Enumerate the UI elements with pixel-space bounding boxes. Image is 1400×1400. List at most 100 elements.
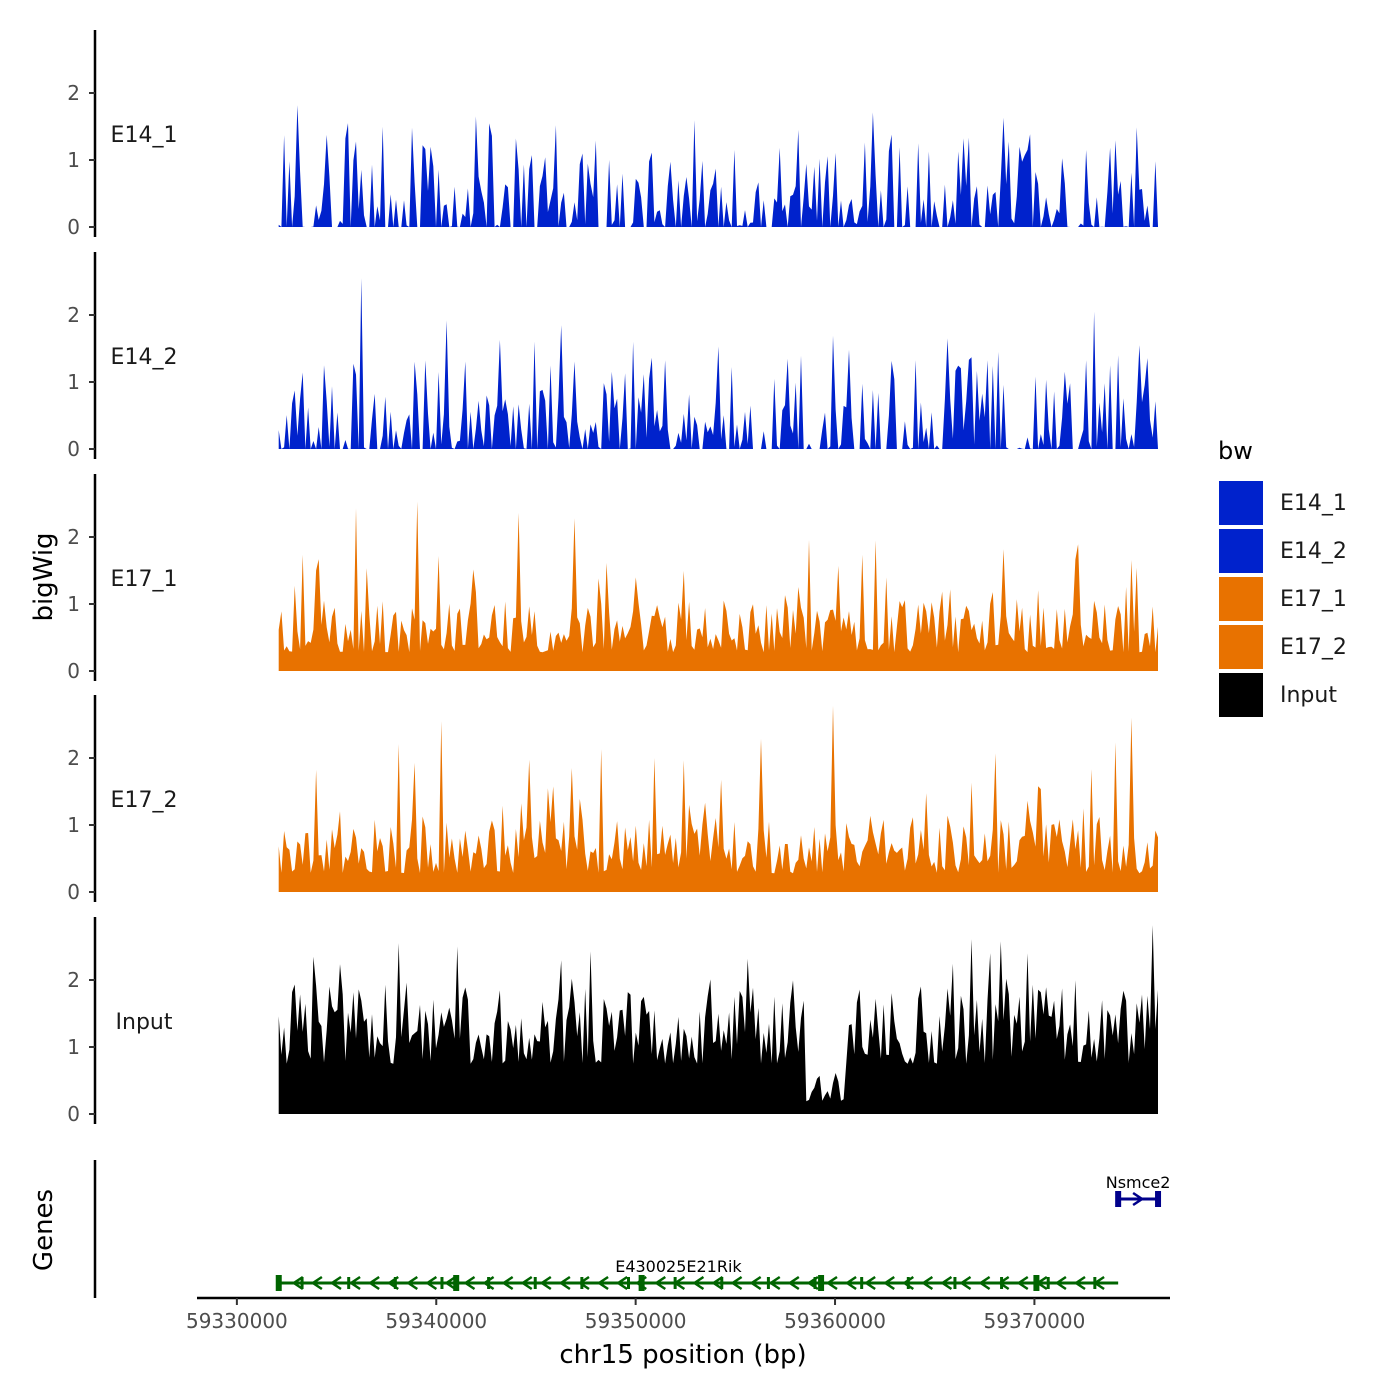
y-tick-label: 1 xyxy=(67,1035,80,1059)
legend-swatch xyxy=(1217,671,1265,719)
track-E17_2: 0 1 2 E17_2 xyxy=(67,695,1158,904)
gene-E430025E21Rik: E430025E21Rik xyxy=(275,1257,1119,1291)
strand-arrow xyxy=(997,1275,1010,1291)
strand-arrow xyxy=(959,1275,972,1291)
strand-arrow xyxy=(902,1275,915,1291)
strand-arrow xyxy=(1132,1191,1145,1207)
legend-label: E17_1 xyxy=(1280,587,1347,612)
x-tick-label: 59330000 xyxy=(186,1309,288,1333)
legend: bw E14_1 E14_2 E17_1 E17_2 Input xyxy=(1217,437,1347,719)
strand-arrow xyxy=(367,1275,380,1291)
strand-arrow xyxy=(787,1275,800,1291)
y-tick-label: 1 xyxy=(67,813,80,837)
y-tick-label: 0 xyxy=(67,215,80,239)
x-axis: 59330000 59340000 59350000 59360000 59370000 xyxy=(186,1296,1170,1333)
coverage-area xyxy=(278,925,1158,1114)
strand-arrow xyxy=(978,1275,991,1291)
coverage-area xyxy=(278,105,1158,227)
y-tick-label: 1 xyxy=(67,148,80,172)
y-tick-label: 1 xyxy=(67,370,80,394)
track-label: E17_2 xyxy=(111,788,178,813)
legend-title: bw xyxy=(1218,437,1253,465)
legend-item-E17_2: E17_2 xyxy=(1217,623,1347,671)
legend-item-E14_2: E14_2 xyxy=(1217,527,1347,575)
gene-label: Nsmce2 xyxy=(1106,1173,1171,1192)
track-E17_1: 0 1 2 E17_1 xyxy=(67,474,1158,683)
strand-arrow xyxy=(577,1275,590,1291)
strand-arrow xyxy=(1073,1275,1086,1291)
y-tick-label: 2 xyxy=(67,968,80,992)
y-tick-label: 0 xyxy=(67,659,80,683)
x-tick-label: 59360000 xyxy=(784,1309,886,1333)
y-axis-title-bigwig: bigWig xyxy=(29,532,59,621)
exon-block xyxy=(1033,1275,1040,1291)
strand-arrow xyxy=(730,1275,743,1291)
y-axis-title-genes: Genes xyxy=(29,1189,59,1271)
coverage-area xyxy=(278,501,1158,671)
strand-arrow xyxy=(654,1275,666,1291)
strand-arrow xyxy=(463,1275,476,1291)
strand-arrow xyxy=(291,1275,304,1291)
track-label: Input xyxy=(116,1010,173,1035)
strand-arrow xyxy=(1016,1275,1029,1291)
legend-swatch xyxy=(1217,575,1265,623)
strand-arrow xyxy=(558,1275,571,1291)
strand-arrow xyxy=(844,1275,857,1291)
x-tick-label: 59370000 xyxy=(984,1309,1086,1333)
x-tick-label: 59340000 xyxy=(385,1309,487,1333)
track-label: E14_2 xyxy=(111,345,178,370)
track-E14_2: 0 1 2 E14_2 xyxy=(67,252,1158,461)
legend-label: Input xyxy=(1280,683,1337,708)
strand-arrow xyxy=(348,1275,361,1291)
strand-arrow xyxy=(520,1275,533,1291)
strand-arrow xyxy=(501,1275,514,1291)
legend-item-E14_1: E14_1 xyxy=(1217,479,1347,527)
coverage-area xyxy=(278,278,1158,449)
strand-arrow xyxy=(882,1275,895,1291)
legend-label: E14_2 xyxy=(1280,539,1347,564)
strand-arrow xyxy=(596,1275,609,1291)
coverage-area xyxy=(278,705,1158,892)
exon-block xyxy=(275,1275,282,1291)
track-E14_1: 0 1 2 E14_1 xyxy=(67,30,1158,239)
strand-arrow xyxy=(539,1275,552,1291)
gene-annotation-panel: E430025E21Rik Nsmce2 xyxy=(93,1160,1171,1298)
x-tick-label: 59350000 xyxy=(585,1309,687,1333)
legend-swatch xyxy=(1217,623,1265,671)
exon-block xyxy=(818,1275,825,1291)
legend-label: E14_1 xyxy=(1280,491,1347,516)
strand-arrow xyxy=(921,1275,934,1291)
strand-arrow xyxy=(406,1275,418,1291)
y-tick-label: 0 xyxy=(67,1102,80,1126)
strand-arrow xyxy=(711,1275,724,1291)
gene-Nsmce2: Nsmce2 xyxy=(1106,1173,1171,1207)
x-axis-title: chr15 position (bp) xyxy=(559,1340,806,1370)
legend-swatch xyxy=(1217,527,1265,575)
strand-arrow xyxy=(310,1275,323,1291)
legend-item-Input: Input xyxy=(1217,671,1337,719)
exon-block xyxy=(638,1275,645,1291)
y-tick-label: 1 xyxy=(67,592,80,616)
y-tick-label: 2 xyxy=(67,746,80,770)
strand-arrow xyxy=(1054,1275,1067,1291)
strand-arrow xyxy=(940,1275,953,1291)
strand-arrow xyxy=(444,1275,457,1291)
track-label: E14_1 xyxy=(111,123,178,148)
gene-label: E430025E21Rik xyxy=(615,1257,742,1276)
y-tick-label: 2 xyxy=(67,81,80,105)
strand-arrow xyxy=(482,1275,495,1291)
strand-arrow xyxy=(768,1275,781,1291)
coverage-tracks: 0 1 2 E14_1 0 1 2 E14_2 0 1 2 E17_1 0 1 2 E17_2 0 1 2 Input xyxy=(67,30,1158,1126)
exon-block xyxy=(1155,1191,1162,1207)
exon-block xyxy=(453,1275,460,1291)
y-tick-label: 2 xyxy=(67,303,80,327)
strand-arrow xyxy=(863,1275,876,1291)
y-tick-label: 0 xyxy=(67,880,80,904)
strand-arrow xyxy=(329,1275,342,1291)
track-label: E17_1 xyxy=(111,567,178,592)
strand-arrow xyxy=(615,1275,628,1291)
strand-arrow xyxy=(749,1275,762,1291)
y-tick-label: 0 xyxy=(67,437,80,461)
legend-swatch xyxy=(1217,479,1265,527)
